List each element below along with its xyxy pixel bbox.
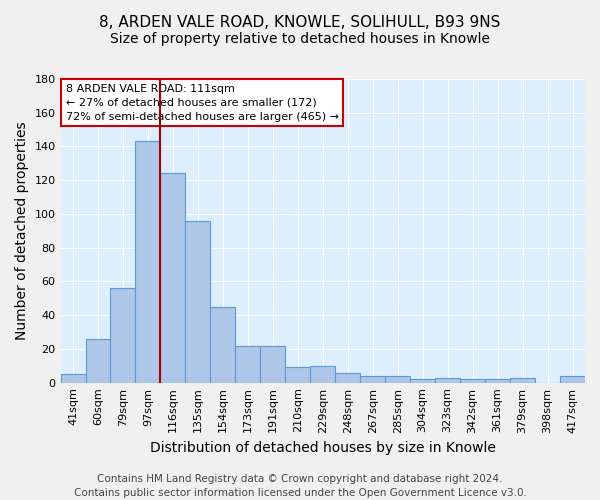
- Bar: [310, 366, 335, 382]
- Bar: [560, 376, 585, 382]
- Bar: [510, 378, 535, 382]
- Bar: [360, 376, 385, 382]
- Text: 8 ARDEN VALE ROAD: 111sqm
← 27% of detached houses are smaller (172)
72% of semi: 8 ARDEN VALE ROAD: 111sqm ← 27% of detac…: [66, 84, 339, 122]
- Text: 8, ARDEN VALE ROAD, KNOWLE, SOLIHULL, B93 9NS: 8, ARDEN VALE ROAD, KNOWLE, SOLIHULL, B9…: [100, 15, 500, 30]
- Bar: [485, 380, 510, 382]
- Bar: [286, 368, 310, 382]
- Bar: [110, 288, 136, 382]
- Bar: [235, 346, 260, 383]
- Bar: [335, 372, 360, 382]
- Text: Size of property relative to detached houses in Knowle: Size of property relative to detached ho…: [110, 32, 490, 46]
- Bar: [86, 339, 110, 382]
- Bar: [61, 374, 86, 382]
- Bar: [410, 380, 435, 382]
- Bar: [260, 346, 286, 383]
- Bar: [185, 220, 211, 382]
- Bar: [460, 380, 485, 382]
- Text: Contains HM Land Registry data © Crown copyright and database right 2024.
Contai: Contains HM Land Registry data © Crown c…: [74, 474, 526, 498]
- Bar: [160, 174, 185, 382]
- Bar: [211, 307, 235, 382]
- Bar: [435, 378, 460, 382]
- X-axis label: Distribution of detached houses by size in Knowle: Distribution of detached houses by size …: [150, 441, 496, 455]
- Y-axis label: Number of detached properties: Number of detached properties: [15, 122, 29, 340]
- Bar: [385, 376, 410, 382]
- Bar: [136, 142, 160, 382]
